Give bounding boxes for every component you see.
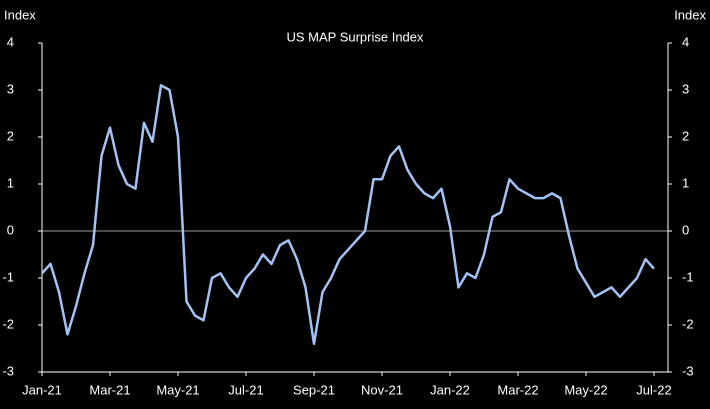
chart-title: US MAP Surprise Index <box>286 29 424 44</box>
y2-tick-label: 3 <box>682 81 689 96</box>
y2-tick-label: 1 <box>682 175 689 190</box>
y-tick-label: 3 <box>7 81 14 96</box>
y2-tick-label: 2 <box>682 128 689 143</box>
y2-tick-label: -1 <box>682 269 694 284</box>
y-tick-label: -2 <box>2 316 14 331</box>
y-tick-label: 2 <box>7 128 14 143</box>
x-tick-label: Sep-21 <box>293 382 335 397</box>
x-tick-label: Mar-21 <box>89 382 130 397</box>
y2-axis-label: Index <box>674 7 706 22</box>
x-tick-label: Jan-21 <box>22 382 62 397</box>
x-tick-label: May-21 <box>156 382 199 397</box>
x-tick-label: Jul-21 <box>228 382 263 397</box>
x-tick-label: Jan-22 <box>430 382 470 397</box>
y2-tick-label: 4 <box>682 34 689 49</box>
line <box>41 84 655 346</box>
y-tick-label: 0 <box>7 222 14 237</box>
x-tick-label: Jul-22 <box>636 382 671 397</box>
y2-tick-label: 0 <box>682 222 689 237</box>
y-axis-label: Index <box>4 7 36 22</box>
y-tick-label: -3 <box>2 363 14 378</box>
y2-tick-label: -2 <box>682 316 694 331</box>
x-tick-label: Mar-22 <box>497 382 538 397</box>
y2-tick-label: -3 <box>682 363 694 378</box>
x-tick-label: Nov-21 <box>361 382 403 397</box>
y-tick-label: -1 <box>2 269 14 284</box>
x-tick-label: May-22 <box>564 382 607 397</box>
y-tick-label: 1 <box>7 175 14 190</box>
y-tick-label: 4 <box>7 34 14 49</box>
